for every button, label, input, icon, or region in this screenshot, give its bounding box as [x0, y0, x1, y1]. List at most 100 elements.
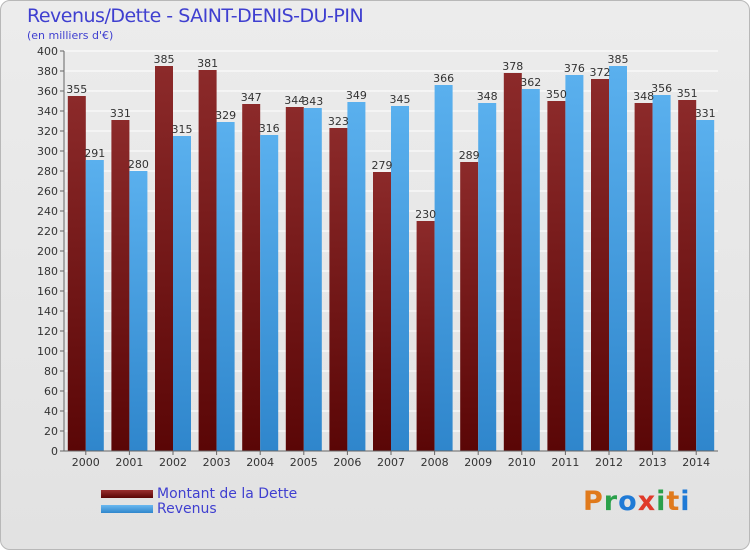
y-tick-label: 100	[37, 345, 58, 358]
logo-letter: x	[637, 486, 657, 517]
data-label-revenus: 362	[520, 76, 541, 89]
bar-debt	[242, 104, 261, 451]
y-tick-label: 160	[37, 285, 58, 298]
data-label-revenus: 331	[695, 107, 716, 120]
bar-revenus	[85, 160, 104, 451]
y-tick-label: 280	[37, 165, 58, 178]
logo-letter: i	[680, 486, 691, 517]
bar-revenus	[609, 66, 627, 451]
y-tick-label: 180	[37, 265, 58, 278]
bar-debt	[285, 107, 304, 451]
y-tick-label: 300	[37, 145, 58, 158]
y-tick-label: 140	[37, 305, 58, 318]
data-label-debt: 323	[328, 115, 349, 128]
data-label-debt: 230	[415, 208, 436, 221]
bar-debt	[678, 100, 697, 451]
x-tick-label: 2004	[246, 456, 274, 469]
proxiti-logo: Proxiti	[583, 486, 691, 517]
data-label-debt: 347	[241, 91, 262, 104]
bar-revenus	[129, 171, 148, 451]
data-label-debt: 331	[110, 107, 131, 120]
y-tick-label: 200	[37, 245, 58, 258]
data-label-revenus: 348	[477, 90, 498, 103]
data-label-revenus: 345	[390, 93, 411, 106]
chart-subtitle: (en milliers d'€)	[27, 29, 114, 42]
data-label-debt: 372	[590, 66, 611, 79]
y-tick-label: 360	[37, 85, 58, 98]
bar-revenus	[391, 106, 409, 451]
logo-letter: t	[666, 486, 681, 517]
data-label-revenus: 343	[302, 95, 323, 108]
x-tick-label: 2002	[159, 456, 187, 469]
bar-revenus	[260, 135, 279, 451]
y-tick-label: 40	[44, 405, 58, 418]
data-label-debt: 355	[66, 83, 87, 96]
y-tick-label: 400	[37, 45, 58, 58]
bar-debt	[198, 70, 217, 451]
y-tick-label: 340	[37, 105, 58, 118]
data-label-revenus: 349	[346, 89, 367, 102]
data-label-revenus: 329	[215, 109, 236, 122]
x-tick-label: 2011	[551, 456, 579, 469]
bar-revenus	[652, 95, 671, 451]
data-label-revenus: 366	[433, 72, 454, 85]
x-tick-label: 2003	[203, 456, 231, 469]
x-tick-label: 2007	[377, 456, 405, 469]
data-label-revenus: 385	[608, 53, 629, 66]
bar-revenus	[216, 122, 235, 451]
data-label-debt: 378	[502, 60, 523, 73]
y-tick-label: 20	[44, 425, 58, 438]
legend-swatch-debt	[101, 490, 153, 498]
data-label-revenus: 291	[84, 147, 105, 160]
bar-debt	[503, 73, 522, 451]
x-tick-label: 2001	[115, 456, 143, 469]
y-tick-label: 60	[44, 385, 58, 398]
y-axis: 0 20 40 60 80 100 120 140 160 180 200 220 240 260 280 3…	[37, 45, 65, 458]
x-tick-label: 2012	[595, 456, 623, 469]
y-tick-label: 380	[37, 65, 58, 78]
x-tick-label: 2006	[333, 456, 361, 469]
data-label-debt: 350	[546, 88, 567, 101]
y-tick-label: 0	[51, 445, 58, 458]
x-tick-label: 2005	[290, 456, 318, 469]
data-label-debt: 381	[197, 57, 218, 70]
x-tick-label: 2013	[639, 456, 667, 469]
y-tick-label: 120	[37, 325, 58, 338]
bar-debt	[155, 66, 173, 451]
bar-revenus	[303, 108, 322, 451]
y-tick-label: 80	[44, 365, 58, 378]
bar-revenus	[478, 103, 497, 451]
bar-debt	[329, 128, 348, 451]
data-label-revenus: 280	[128, 158, 149, 171]
data-label-revenus: 356	[651, 82, 672, 95]
bar-revenus	[347, 102, 366, 451]
x-tick-label: 2010	[508, 456, 536, 469]
chart-title: Revenus/Dette - SAINT-DENIS-DU-PIN	[27, 5, 364, 27]
legend-label-revenus: Revenus	[157, 501, 217, 517]
x-axis: 2000 2001 2002 2003 2004 2005 2006 2007 2008 2009…	[64, 450, 718, 469]
bar-debt	[373, 172, 391, 451]
logo-letter: P	[583, 486, 604, 517]
bar-debt	[111, 120, 130, 451]
bar-revenus	[696, 120, 715, 451]
data-label-debt: 351	[677, 87, 698, 100]
legend-swatch-revenus	[101, 505, 153, 513]
data-label-revenus: 316	[259, 122, 280, 135]
legend-label-debt: Montant de la Dette	[157, 486, 298, 502]
logo-letter: o	[618, 486, 638, 517]
x-tick-label: 2008	[421, 456, 449, 469]
y-tick-label: 260	[37, 185, 58, 198]
logo-letter: i	[656, 486, 667, 517]
bar-debt	[547, 101, 566, 451]
bar-revenus	[434, 85, 453, 451]
bar-debt	[591, 79, 609, 451]
bar-revenus	[173, 136, 191, 451]
data-label-debt: 344	[284, 94, 305, 107]
logo-letter: r	[603, 486, 619, 517]
bar-revenus	[565, 75, 584, 451]
x-tick-label: 2000	[72, 456, 100, 469]
x-tick-label: 2009	[464, 456, 492, 469]
